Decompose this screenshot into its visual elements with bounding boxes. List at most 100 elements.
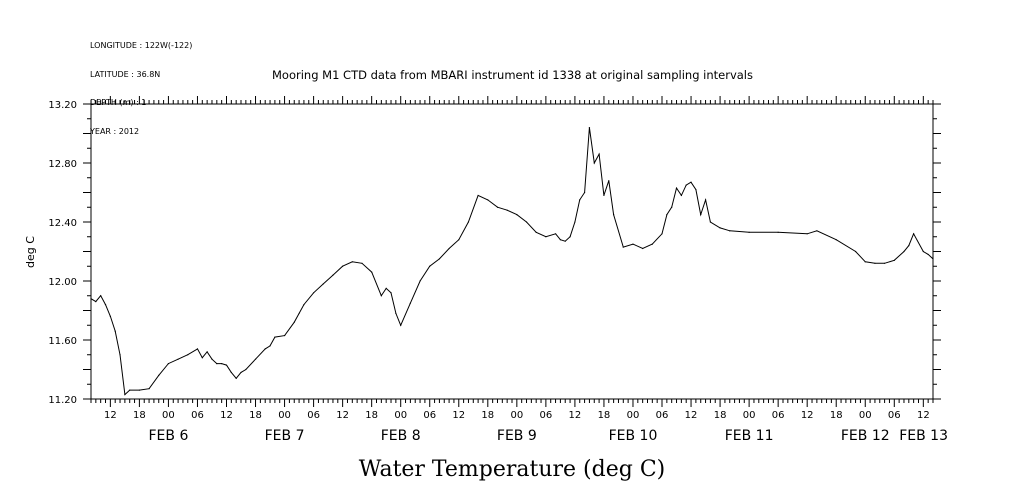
- x-hour-label: 18: [249, 410, 262, 421]
- y-axis-label: deg C: [24, 236, 37, 268]
- data-point: [748, 231, 750, 233]
- x-hour-label: 18: [830, 410, 843, 421]
- x-hour-label: 18: [481, 410, 494, 421]
- x-hour-label: 06: [423, 410, 436, 421]
- x-hour-label: 18: [714, 410, 727, 421]
- data-point: [361, 262, 363, 264]
- data-point: [864, 261, 866, 263]
- data-point: [100, 295, 102, 297]
- data-point: [312, 292, 315, 294]
- data-point: [680, 194, 682, 197]
- x-hour-label: 12: [801, 410, 814, 421]
- data-point: [167, 363, 170, 365]
- x-day-label: FEB 9: [497, 428, 537, 444]
- data-point: [777, 231, 779, 233]
- data-point: [613, 214, 615, 216]
- data-point: [666, 214, 668, 216]
- data-point: [109, 315, 111, 317]
- data-point: [332, 274, 334, 276]
- data-point: [675, 187, 678, 189]
- data-point: [690, 181, 692, 183]
- plot-frame: [90, 103, 934, 400]
- data-point: [124, 393, 126, 396]
- data-point: [608, 180, 610, 182]
- x-hour-label: 12: [336, 410, 349, 421]
- x-hour-label: 12: [104, 410, 117, 421]
- x-hour-label: 18: [133, 410, 146, 421]
- data-point: [264, 348, 266, 350]
- x-hour-label: 06: [888, 410, 901, 421]
- data-point: [95, 301, 97, 303]
- x-hour-label: 06: [191, 410, 204, 421]
- data-point: [342, 265, 344, 267]
- data-point: [695, 188, 697, 191]
- data-points: [90, 127, 934, 396]
- data-point: [893, 259, 895, 261]
- data-point: [835, 239, 837, 241]
- y-tick-label: 11.60: [48, 336, 77, 347]
- x-axis: 12 18 00 06 12 18 00 06 12 18 00 06 12 18 00 06 12 18 00 06…: [90, 96, 948, 444]
- data-point: [593, 162, 595, 164]
- data-point: [477, 194, 479, 197]
- data-point: [651, 243, 653, 245]
- data-point: [104, 304, 107, 306]
- x-hour-label: 00: [394, 410, 407, 421]
- data-point: [685, 184, 687, 186]
- data-point: [569, 236, 571, 238]
- x-hour-label: 06: [772, 410, 785, 421]
- data-point: [254, 358, 257, 360]
- metadata-longitude: LONGITUDE : 122W(-122): [90, 41, 193, 50]
- x-day-label: FEB 10: [609, 428, 658, 444]
- data-point: [671, 206, 673, 208]
- x-hour-label: 00: [743, 410, 756, 421]
- y-axis: 11.20 11.60 12.00 12.40 12.80 13.20: [48, 100, 941, 406]
- data-point: [196, 348, 199, 350]
- data-point: [632, 243, 634, 245]
- data-point: [230, 371, 232, 374]
- x-hour-label: 06: [656, 410, 669, 421]
- data-point: [854, 250, 857, 253]
- data-point: [525, 221, 528, 223]
- temperature-series-line: [90, 127, 934, 396]
- data-point: [903, 250, 905, 253]
- data-point: [390, 292, 392, 294]
- x-hour-label: 18: [365, 410, 378, 421]
- data-point: [816, 230, 818, 232]
- data-point: [487, 199, 489, 201]
- data-point: [371, 271, 373, 273]
- data-point: [351, 261, 353, 263]
- x-hour-label: 00: [510, 410, 523, 421]
- x-day-label: FEB 8: [381, 428, 421, 444]
- x-hour-label: 12: [685, 410, 698, 421]
- x-day-label: FEB 11: [725, 428, 774, 444]
- data-point: [438, 258, 441, 260]
- data-point: [119, 354, 121, 356]
- data-point: [409, 302, 411, 304]
- x-hour-label: 18: [598, 410, 611, 421]
- data-point: [719, 227, 721, 229]
- data-point: [240, 371, 242, 374]
- data-point: [927, 253, 929, 256]
- data-point: [564, 240, 566, 242]
- data-point: [458, 239, 460, 241]
- data-point: [385, 287, 387, 289]
- data-point: [148, 388, 150, 390]
- data-point: [303, 304, 305, 306]
- data-point: [187, 354, 189, 356]
- x-hour-label: 12: [220, 410, 233, 421]
- x-hour-label: 00: [859, 410, 872, 421]
- data-point: [448, 247, 450, 250]
- x-hour-label: 12: [452, 410, 465, 421]
- data-point: [221, 363, 223, 365]
- y-tick-label: 12.40: [48, 218, 77, 229]
- data-point: [496, 206, 499, 208]
- data-point: [884, 262, 886, 264]
- data-point: [516, 214, 518, 216]
- data-point: [216, 363, 218, 365]
- data-point: [293, 321, 295, 323]
- data-point: [211, 358, 213, 360]
- data-point: [700, 214, 702, 216]
- data-point: [574, 221, 576, 223]
- data-point: [114, 330, 116, 332]
